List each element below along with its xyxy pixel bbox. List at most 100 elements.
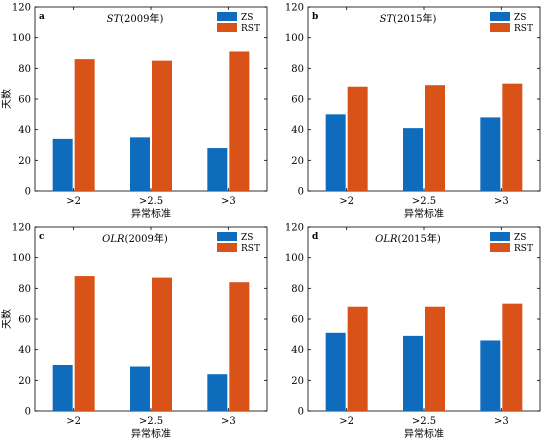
- bar-zs: [52, 365, 73, 411]
- panel-letter: b: [312, 12, 318, 22]
- x-tick-label: >2.5: [412, 196, 436, 207]
- y-tick-label: 80: [18, 284, 31, 295]
- panel-letter: d: [312, 232, 319, 242]
- bar-zs: [52, 138, 73, 191]
- legend-swatch-rst: [217, 23, 237, 32]
- chart-title-variable: ST: [380, 14, 395, 25]
- y-tick-label: 120: [12, 3, 31, 14]
- bar-rst: [502, 303, 523, 411]
- x-axis-label: 异常标准: [131, 207, 171, 220]
- panel-letter: a: [39, 12, 45, 22]
- bar-zs: [207, 148, 228, 191]
- legend-swatch-zs: [490, 232, 510, 241]
- x-tick-label: >2: [339, 196, 354, 207]
- y-tick-label: 100: [12, 253, 31, 264]
- bar-rst: [425, 85, 445, 191]
- bar-zs: [207, 374, 228, 411]
- y-tick-label: 40: [291, 125, 304, 136]
- legend-swatch-rst: [490, 243, 510, 252]
- bar-zs: [325, 114, 346, 191]
- y-tick-label: 80: [18, 64, 31, 75]
- bar-rst: [152, 60, 172, 191]
- y-tick-label: 60: [291, 95, 304, 106]
- legend-swatch-zs: [217, 12, 237, 21]
- y-tick-label: 60: [18, 95, 31, 106]
- x-tick-label: >2.5: [139, 196, 163, 207]
- legend-label-zs: ZS: [241, 233, 253, 243]
- bar-zs: [480, 117, 501, 191]
- y-tick-label: 120: [285, 223, 304, 234]
- y-tick-label: 20: [18, 156, 31, 167]
- y-tick-label: 100: [285, 33, 304, 44]
- legend-label-zs: ZS: [514, 233, 526, 243]
- bar-rst: [347, 86, 368, 191]
- chart-title: OLR(2009年): [102, 232, 168, 245]
- x-tick-label: >3: [221, 416, 236, 427]
- chart-title: ST(2015年): [380, 12, 437, 25]
- chart-title-variable: OLR: [102, 234, 125, 245]
- chart-title-period: (2015年): [393, 12, 436, 25]
- x-tick-label: >2: [339, 416, 354, 427]
- bar-rst: [152, 277, 172, 411]
- chart-title: OLR(2015年): [375, 232, 441, 245]
- legend-label-zs: ZS: [514, 13, 526, 23]
- y-tick-label: 120: [285, 3, 304, 14]
- chart-title-period: (2015年): [398, 232, 441, 245]
- legend-swatch-zs: [217, 232, 237, 241]
- bar-zs: [403, 335, 423, 411]
- bar-zs: [480, 340, 501, 411]
- y-tick-label: 20: [18, 376, 31, 387]
- chart-title-variable: OLR: [375, 234, 398, 245]
- legend-label-rst: RST: [514, 244, 533, 254]
- bar-zs: [130, 366, 150, 411]
- y-tick-label: 80: [291, 64, 304, 75]
- y-tick-label: 100: [285, 253, 304, 264]
- chart-title-variable: ST: [107, 14, 122, 25]
- bar-rst: [347, 306, 368, 411]
- x-axis-label: 异常标准: [404, 427, 444, 440]
- y-tick-label: 100: [12, 33, 31, 44]
- y-tick-label: 40: [18, 125, 31, 136]
- chart-title: ST(2009年): [107, 12, 164, 25]
- y-tick-label: 0: [298, 407, 304, 418]
- y-tick-label: 60: [291, 315, 304, 326]
- x-tick-label: >3: [494, 416, 509, 427]
- chart-title-period: (2009年): [120, 12, 163, 25]
- x-tick-label: >2: [66, 416, 81, 427]
- bar-zs: [403, 128, 423, 191]
- legend-label-rst: RST: [241, 24, 260, 34]
- legend-swatch-rst: [490, 23, 510, 32]
- bar-rst: [502, 83, 523, 191]
- x-tick-label: >2: [66, 196, 81, 207]
- x-axis-label: 异常标准: [131, 427, 171, 440]
- chart-title-period: (2009年): [125, 232, 168, 245]
- x-tick-label: >3: [494, 196, 509, 207]
- bar-rst: [74, 59, 95, 192]
- bar-rst: [74, 276, 95, 411]
- x-tick-label: >3: [221, 196, 236, 207]
- bar-rst: [229, 282, 250, 411]
- bar-rst: [425, 306, 445, 411]
- y-axis-label: 天数: [0, 309, 13, 329]
- legend-label-rst: RST: [514, 24, 533, 34]
- x-tick-label: >2.5: [412, 416, 436, 427]
- x-tick-label: >2.5: [139, 416, 163, 427]
- y-tick-label: 0: [298, 187, 304, 198]
- y-tick-label: 80: [291, 284, 304, 295]
- y-tick-label: 120: [12, 223, 31, 234]
- bar-zs: [325, 332, 346, 411]
- y-tick-label: 60: [18, 315, 31, 326]
- bar-rst: [229, 51, 250, 191]
- y-axis-label: 天数: [0, 89, 13, 109]
- legend-swatch-rst: [217, 243, 237, 252]
- x-axis-label: 异常标准: [404, 207, 444, 220]
- legend-label-rst: RST: [241, 244, 260, 254]
- y-tick-label: 0: [25, 407, 31, 418]
- y-tick-label: 20: [291, 156, 304, 167]
- bar-zs: [130, 137, 150, 191]
- legend-swatch-zs: [490, 12, 510, 21]
